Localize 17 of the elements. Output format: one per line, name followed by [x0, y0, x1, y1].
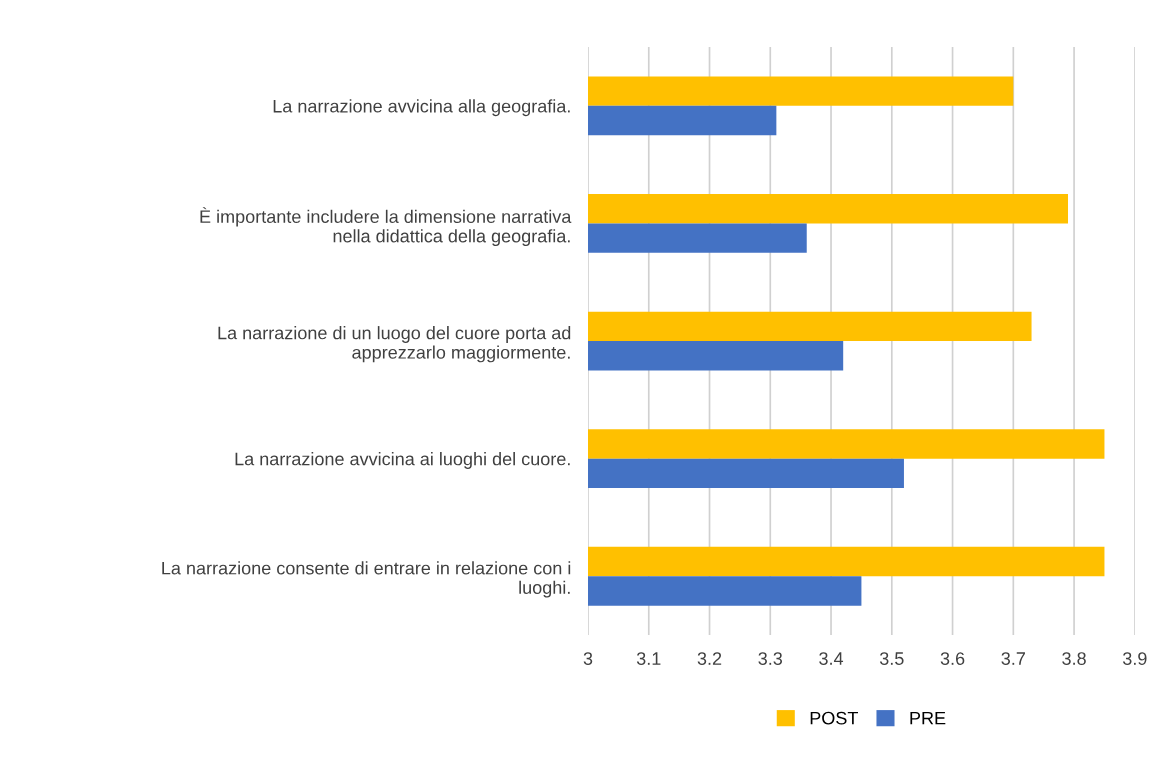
y-tick-label: La narrazione avvicina alla geografia. — [273, 99, 570, 117]
y-tick-label: È importante includere la dimensione narrativa nella didattica della geografia. — [200, 207, 572, 247]
legend-label: POST — [810, 711, 858, 725]
y-tick-label: La narrazione consente di entrare in relazione con i luoghi. — [162, 561, 571, 598]
x-tick-label: 3.9 — [1122, 652, 1147, 665]
x-tick-label: 3.5 — [879, 652, 904, 665]
x-tick-label: 3.8 — [1062, 652, 1086, 665]
x-tick-label: 3.2 — [697, 652, 722, 665]
legend-label: PRE — [910, 711, 946, 725]
x-tick-label: 3 — [583, 652, 593, 665]
x-tick-label: 3.3 — [758, 652, 783, 665]
x-tick-label: 3.4 — [819, 652, 844, 665]
x-tick-label: 3.6 — [940, 652, 965, 665]
y-tick-label: La narrazione di un luogo del cuore porta ad apprezzarlo maggiormente. — [218, 326, 571, 363]
x-tick-label: 3.1 — [636, 652, 661, 665]
y-tick-label: La narrazione avvicina ai luoghi del cuore. — [235, 452, 570, 469]
x-tick-label: 3.7 — [1001, 652, 1025, 665]
